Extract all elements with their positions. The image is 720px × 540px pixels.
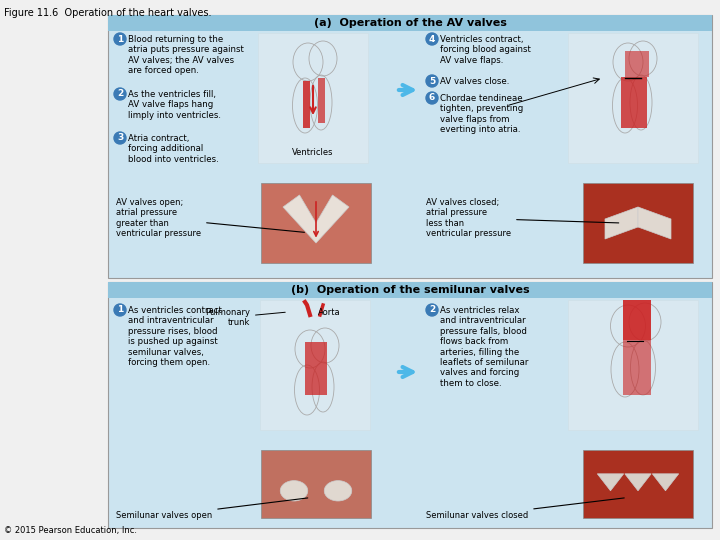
Polygon shape [625,474,651,491]
Text: Semilunar valves closed: Semilunar valves closed [426,498,624,520]
FancyBboxPatch shape [108,282,712,528]
Ellipse shape [280,481,307,501]
FancyBboxPatch shape [568,300,698,430]
Text: Ventricles contract,
forcing blood against
AV valve flaps.: Ventricles contract, forcing blood again… [440,35,531,65]
Text: As ventricles relax
and intraventricular
pressure falls, blood
flows back from
a: As ventricles relax and intraventricular… [440,306,528,388]
Text: 1: 1 [117,35,123,44]
Circle shape [426,75,438,87]
Polygon shape [623,340,651,395]
FancyBboxPatch shape [260,300,370,430]
Text: 1: 1 [117,306,123,314]
Text: Semilunar valves open: Semilunar valves open [116,498,307,520]
FancyBboxPatch shape [108,282,712,298]
Text: Pulmonary
trunk: Pulmonary trunk [205,308,285,327]
Polygon shape [621,77,647,128]
Text: Figure 11.6  Operation of the heart valves.: Figure 11.6 Operation of the heart valve… [4,8,212,18]
Text: AV valves close.: AV valves close. [440,77,509,86]
Text: 2: 2 [117,90,123,98]
FancyBboxPatch shape [568,33,698,163]
Text: 6: 6 [429,93,435,103]
Text: AV valves open;
atrial pressure
greater than
ventricular pressure: AV valves open; atrial pressure greater … [116,198,305,238]
Text: Blood returning to the
atria puts pressure against
AV valves; the AV valves
are : Blood returning to the atria puts pressu… [128,35,244,75]
Circle shape [114,33,126,45]
Polygon shape [283,195,349,243]
Polygon shape [625,51,649,77]
Circle shape [426,304,438,316]
Text: 3: 3 [117,133,123,143]
Polygon shape [318,78,325,123]
Ellipse shape [324,481,352,501]
Text: As ventricles contract
and intraventricular
pressure rises, blood
is pushed up a: As ventricles contract and intraventricu… [128,306,222,367]
Text: Atria contract,
forcing additional
blood into ventricles.: Atria contract, forcing additional blood… [128,134,219,164]
FancyBboxPatch shape [258,33,368,163]
Text: © 2015 Pearson Education, Inc.: © 2015 Pearson Education, Inc. [4,526,137,535]
Text: AV valves closed;
atrial pressure
less than
ventricular pressure: AV valves closed; atrial pressure less t… [426,198,618,238]
Polygon shape [598,474,624,491]
FancyBboxPatch shape [583,183,693,263]
Text: Ventricles: Ventricles [292,148,334,157]
Text: (b)  Operation of the semilunar valves: (b) Operation of the semilunar valves [291,285,529,295]
Text: Chordae tendineae
tighten, preventing
valve flaps from
everting into atria.: Chordae tendineae tighten, preventing va… [440,94,523,134]
Polygon shape [605,207,638,239]
Circle shape [114,304,126,316]
Polygon shape [303,81,310,128]
Polygon shape [652,474,679,491]
Text: (a)  Operation of the AV valves: (a) Operation of the AV valves [314,18,506,28]
Text: Aorta: Aorta [318,308,341,317]
Polygon shape [623,300,651,340]
FancyBboxPatch shape [108,15,712,31]
Circle shape [426,33,438,45]
FancyBboxPatch shape [261,183,371,263]
FancyBboxPatch shape [583,450,693,518]
Polygon shape [638,207,671,239]
Text: 4: 4 [429,35,435,44]
FancyBboxPatch shape [108,15,712,278]
FancyBboxPatch shape [261,450,371,518]
Circle shape [114,132,126,144]
Circle shape [114,88,126,100]
Circle shape [426,92,438,104]
Text: As the ventricles fill,
AV valve flaps hang
limply into ventricles.: As the ventricles fill, AV valve flaps h… [128,90,221,120]
Text: 2: 2 [429,306,435,314]
Polygon shape [305,342,327,395]
Text: 5: 5 [429,77,435,85]
